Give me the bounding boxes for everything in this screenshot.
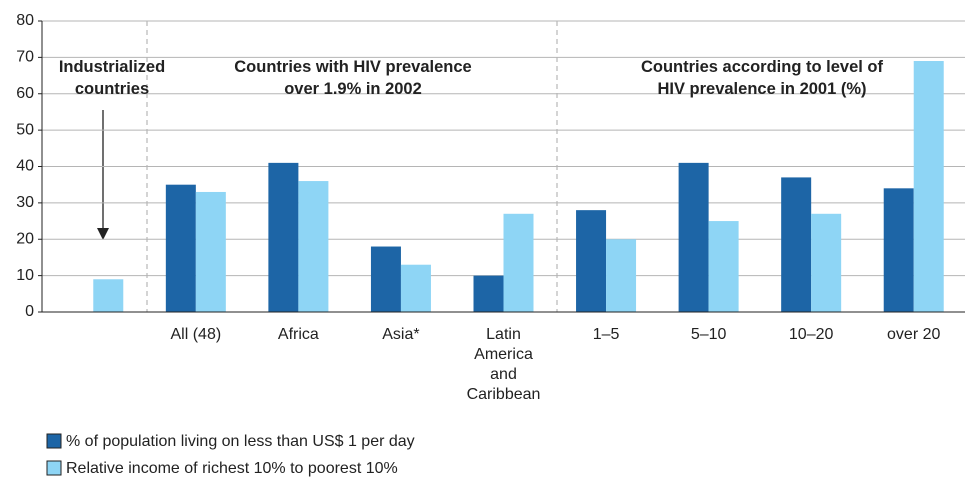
bar [268, 162, 299, 312]
y-tick-label: 10 [16, 267, 34, 284]
x-tick-label: 1–5 [593, 326, 620, 343]
y-tick-label: 80 [16, 12, 34, 29]
y-tick-label: 40 [16, 158, 34, 175]
y-tick-label: 70 [16, 49, 34, 66]
legend-swatch [46, 433, 62, 449]
x-tick-label: Latin America and Caribbean [467, 326, 541, 403]
bar [678, 162, 709, 312]
bar [781, 177, 812, 312]
x-tick-label: over 20 [887, 326, 940, 343]
legend-label: Relative income of richest 10% to poores… [66, 460, 398, 477]
x-tick-label: 10–20 [789, 326, 834, 343]
bar [400, 264, 431, 312]
bar [576, 210, 607, 312]
x-tick-label: 5–10 [691, 326, 727, 343]
legend-label: % of population living on less than US$ … [66, 433, 415, 450]
x-tick-label: Asia* [382, 326, 419, 343]
bar [708, 221, 739, 312]
bar [606, 239, 637, 312]
x-tick-label: Africa [278, 326, 319, 343]
bar [370, 246, 401, 312]
y-tick-label: 0 [25, 303, 34, 320]
annotation: Industrialized countries [59, 58, 165, 98]
annotation: Countries with HIV prevalence over 1.9% i… [234, 58, 471, 98]
x-tick-label: All (48) [170, 326, 221, 343]
bar [298, 181, 329, 312]
bar [503, 213, 534, 312]
y-tick-label: 20 [16, 230, 34, 247]
bar [195, 191, 226, 312]
arrow-head [97, 228, 109, 240]
y-tick-label: 60 [16, 85, 34, 102]
bar [93, 279, 124, 312]
y-tick-label: 50 [16, 121, 34, 138]
bar [883, 188, 914, 312]
bar [473, 275, 504, 312]
annotation: Countries according to level of HIV preva… [641, 58, 884, 98]
y-tick-label: 30 [16, 194, 34, 211]
legend-swatch [46, 460, 62, 476]
bar [165, 184, 196, 312]
bar [811, 213, 842, 312]
bar [913, 61, 944, 313]
